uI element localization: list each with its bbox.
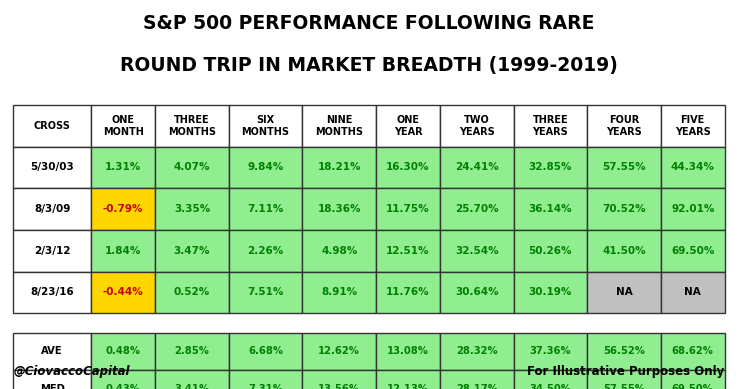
Text: 0.52%: 0.52% [174, 287, 210, 297]
Text: 50.26%: 50.26% [528, 246, 572, 256]
Text: 25.70%: 25.70% [455, 204, 499, 214]
Text: 28.32%: 28.32% [456, 347, 497, 356]
Text: MED: MED [40, 384, 65, 389]
Text: 4.98%: 4.98% [321, 246, 357, 256]
Text: ROUND TRIP IN MARKET BREADTH (1999-2019): ROUND TRIP IN MARKET BREADTH (1999-2019) [120, 56, 618, 75]
Text: SIX
MONTHS: SIX MONTHS [241, 115, 289, 137]
Text: CROSS: CROSS [34, 121, 71, 131]
Text: 1.84%: 1.84% [105, 246, 142, 256]
Text: 24.41%: 24.41% [455, 163, 499, 172]
Text: THREE
YEARS: THREE YEARS [532, 115, 568, 137]
Text: 7.11%: 7.11% [247, 204, 284, 214]
Text: 4.07%: 4.07% [173, 163, 210, 172]
Text: 28.17%: 28.17% [456, 384, 497, 389]
Text: NA: NA [684, 287, 701, 297]
Text: 2.85%: 2.85% [175, 347, 210, 356]
Text: 36.14%: 36.14% [528, 204, 572, 214]
Text: S&P 500 PERFORMANCE FOLLOWING RARE: S&P 500 PERFORMANCE FOLLOWING RARE [143, 14, 595, 33]
Text: FIVE
YEARS: FIVE YEARS [675, 115, 711, 137]
Text: 56.52%: 56.52% [603, 347, 645, 356]
Text: -0.44%: -0.44% [103, 287, 144, 297]
Text: 30.64%: 30.64% [455, 287, 499, 297]
Text: 3.35%: 3.35% [174, 204, 210, 214]
Text: AVE: AVE [41, 347, 63, 356]
Text: NA: NA [615, 287, 632, 297]
Text: 30.19%: 30.19% [528, 287, 572, 297]
Text: 8/23/16: 8/23/16 [30, 287, 74, 297]
Text: 34.50%: 34.50% [529, 384, 571, 389]
Text: 13.08%: 13.08% [387, 347, 429, 356]
Text: 44.34%: 44.34% [671, 163, 714, 172]
Text: 0.48%: 0.48% [106, 347, 141, 356]
Text: 70.52%: 70.52% [602, 204, 646, 214]
Text: 12.62%: 12.62% [318, 347, 360, 356]
Text: 41.50%: 41.50% [602, 246, 646, 256]
Text: 57.55%: 57.55% [603, 384, 645, 389]
Text: @CiovaccoCapital: @CiovaccoCapital [13, 365, 130, 378]
Text: 69.50%: 69.50% [672, 384, 714, 389]
Text: 3.47%: 3.47% [173, 246, 210, 256]
Text: 57.55%: 57.55% [602, 163, 646, 172]
Text: 12.13%: 12.13% [387, 384, 429, 389]
Text: 6.68%: 6.68% [248, 347, 283, 356]
Text: 68.62%: 68.62% [672, 347, 714, 356]
Text: 2.26%: 2.26% [247, 246, 283, 256]
Text: 9.84%: 9.84% [247, 163, 283, 172]
Text: ONE
MONTH: ONE MONTH [103, 115, 144, 137]
Text: 18.21%: 18.21% [317, 163, 361, 172]
Text: 12.51%: 12.51% [386, 246, 430, 256]
Text: 11.76%: 11.76% [386, 287, 430, 297]
Text: For Illustrative Purposes Only: For Illustrative Purposes Only [528, 365, 725, 378]
Text: 37.36%: 37.36% [529, 347, 571, 356]
Text: 69.50%: 69.50% [671, 246, 714, 256]
Text: 3.41%: 3.41% [174, 384, 210, 389]
Text: 32.85%: 32.85% [528, 163, 572, 172]
Text: 11.75%: 11.75% [386, 204, 430, 214]
Text: 7.51%: 7.51% [247, 287, 284, 297]
Text: 8/3/09: 8/3/09 [34, 204, 70, 214]
Text: ONE
YEAR: ONE YEAR [393, 115, 422, 137]
Text: 2/3/12: 2/3/12 [34, 246, 71, 256]
Text: 5/30/03: 5/30/03 [30, 163, 74, 172]
Text: 32.54%: 32.54% [455, 246, 499, 256]
Text: FOUR
YEARS: FOUR YEARS [606, 115, 642, 137]
Text: TWO
YEARS: TWO YEARS [459, 115, 494, 137]
Text: 92.01%: 92.01% [671, 204, 714, 214]
Text: THREE
MONTHS: THREE MONTHS [168, 115, 216, 137]
Text: 18.36%: 18.36% [317, 204, 361, 214]
Text: 0.43%: 0.43% [106, 384, 141, 389]
Text: NINE
MONTHS: NINE MONTHS [315, 115, 363, 137]
Text: 8.91%: 8.91% [321, 287, 357, 297]
Text: 16.30%: 16.30% [386, 163, 430, 172]
Text: 1.31%: 1.31% [105, 163, 141, 172]
Text: 7.31%: 7.31% [248, 384, 283, 389]
Text: -0.79%: -0.79% [103, 204, 143, 214]
Text: 13.56%: 13.56% [318, 384, 360, 389]
